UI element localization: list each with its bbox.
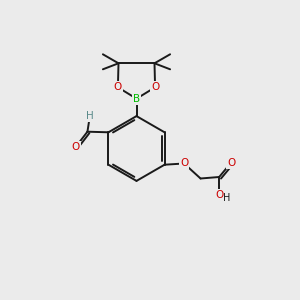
Text: H: H [223,193,230,203]
Text: B: B [133,94,140,104]
Text: O: O [114,82,122,92]
Text: O: O [151,82,159,92]
Text: H: H [86,111,94,121]
Text: O: O [71,142,80,152]
Text: O: O [215,190,223,200]
Text: O: O [227,158,235,168]
Text: O: O [180,158,188,169]
